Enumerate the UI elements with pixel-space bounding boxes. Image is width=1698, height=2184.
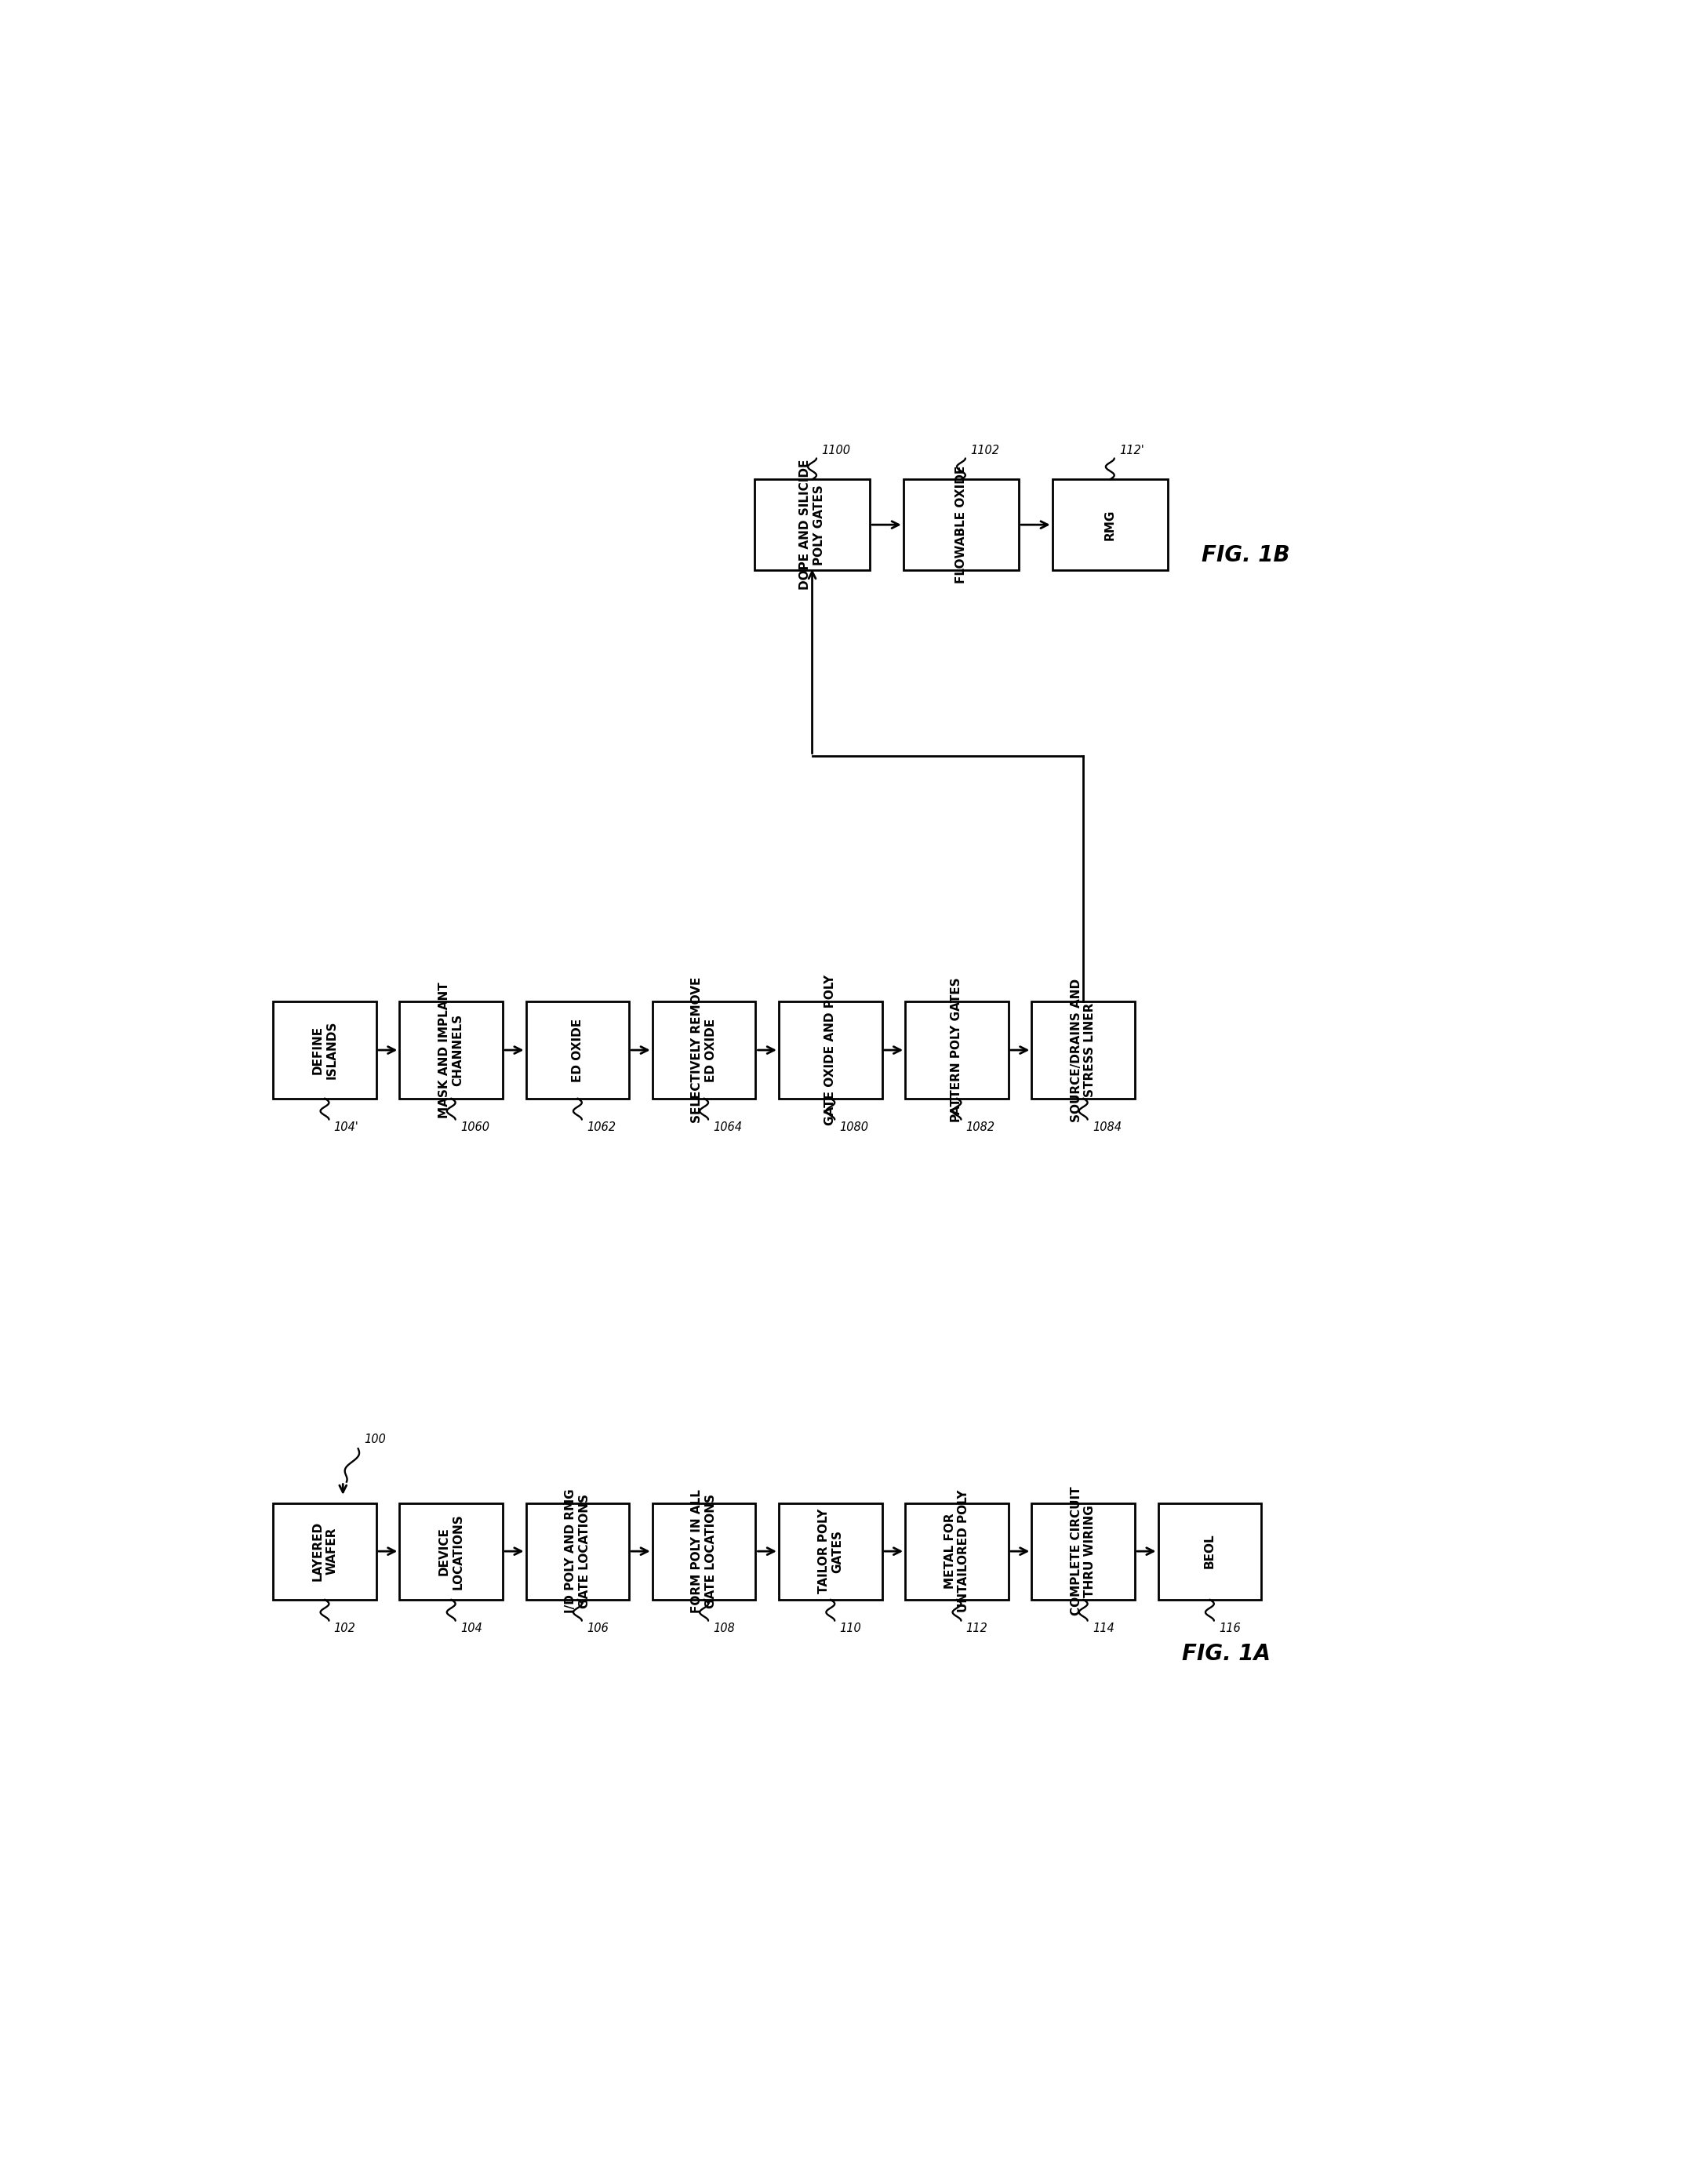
Bar [526, 1002, 630, 1099]
Text: 1064: 1064 [713, 1120, 742, 1133]
Text: DOPE AND SILICIDE
POLY GATES: DOPE AND SILICIDE POLY GATES [800, 459, 825, 590]
Text: MASK AND IMPLANT
CHANNELS: MASK AND IMPLANT CHANNELS [438, 983, 464, 1118]
Bar [1032, 1002, 1134, 1099]
Text: LAYERED
WAFER: LAYERED WAFER [312, 1522, 338, 1581]
Bar [399, 1503, 503, 1599]
Bar [399, 1002, 503, 1099]
Text: 108: 108 [713, 1623, 735, 1634]
Text: RMG: RMG [1104, 509, 1116, 539]
Text: FIG. 1A: FIG. 1A [1182, 1642, 1270, 1664]
Text: 1062: 1062 [588, 1120, 616, 1133]
Text: I/D POLY AND RMG
GATE LOCATIONS: I/D POLY AND RMG GATE LOCATIONS [565, 1489, 591, 1614]
Text: FLOWABLE OXIDE: FLOWABLE OXIDE [956, 465, 966, 583]
Text: DEVICE
LOCATIONS: DEVICE LOCATIONS [438, 1514, 464, 1590]
Text: TAILOR POLY
GATES: TAILOR POLY GATES [818, 1509, 844, 1594]
Bar [652, 1002, 756, 1099]
Bar [273, 1002, 377, 1099]
Text: GATE OXIDE AND POLY: GATE OXIDE AND POLY [825, 974, 837, 1125]
Bar [779, 1002, 881, 1099]
Bar [905, 1002, 1009, 1099]
Text: 1060: 1060 [460, 1120, 489, 1133]
Text: 116: 116 [1219, 1623, 1241, 1634]
Text: 104: 104 [460, 1623, 482, 1634]
Text: 112: 112 [966, 1623, 988, 1634]
Text: SELECTIVELY REMOVE
ED OXIDE: SELECTIVELY REMOVE ED OXIDE [691, 976, 717, 1123]
Text: 1080: 1080 [839, 1120, 869, 1133]
Text: PATTERN POLY GATES: PATTERN POLY GATES [951, 978, 963, 1123]
Text: 1100: 1100 [822, 446, 851, 456]
Bar [754, 480, 869, 570]
Text: FIG. 1B: FIG. 1B [1200, 544, 1289, 566]
Bar [779, 1503, 881, 1599]
Text: 114: 114 [1092, 1623, 1114, 1634]
Text: 110: 110 [839, 1623, 861, 1634]
Text: 112': 112' [1119, 446, 1144, 456]
Text: DEFINE
ISLANDS: DEFINE ISLANDS [312, 1020, 338, 1079]
Text: 102: 102 [335, 1623, 355, 1634]
Bar [1032, 1503, 1134, 1599]
Text: SOURCE/DRAINS AND
STRESS LINER: SOURCE/DRAINS AND STRESS LINER [1070, 978, 1095, 1123]
Text: ED OXIDE: ED OXIDE [572, 1018, 584, 1081]
Text: 106: 106 [588, 1623, 608, 1634]
Text: METAL FOR
UNTAILORED POLY: METAL FOR UNTAILORED POLY [944, 1489, 970, 1612]
Bar [905, 1503, 1009, 1599]
Text: 100: 100 [363, 1435, 385, 1446]
Text: FORM POLY IN ALL
GATE LOCATIONS: FORM POLY IN ALL GATE LOCATIONS [691, 1489, 717, 1614]
Text: BEOL: BEOL [1204, 1533, 1216, 1568]
Bar [903, 480, 1019, 570]
Bar [652, 1503, 756, 1599]
Text: 104': 104' [335, 1120, 358, 1133]
Bar [273, 1503, 377, 1599]
Text: 1102: 1102 [970, 446, 998, 456]
Bar [1158, 1503, 1262, 1599]
Text: 1082: 1082 [966, 1120, 995, 1133]
Bar [1053, 480, 1168, 570]
Text: COMPLETE CIRCUIT
THRU WIRING: COMPLETE CIRCUIT THRU WIRING [1070, 1487, 1095, 1616]
Text: 1084: 1084 [1092, 1120, 1121, 1133]
Bar [526, 1503, 630, 1599]
